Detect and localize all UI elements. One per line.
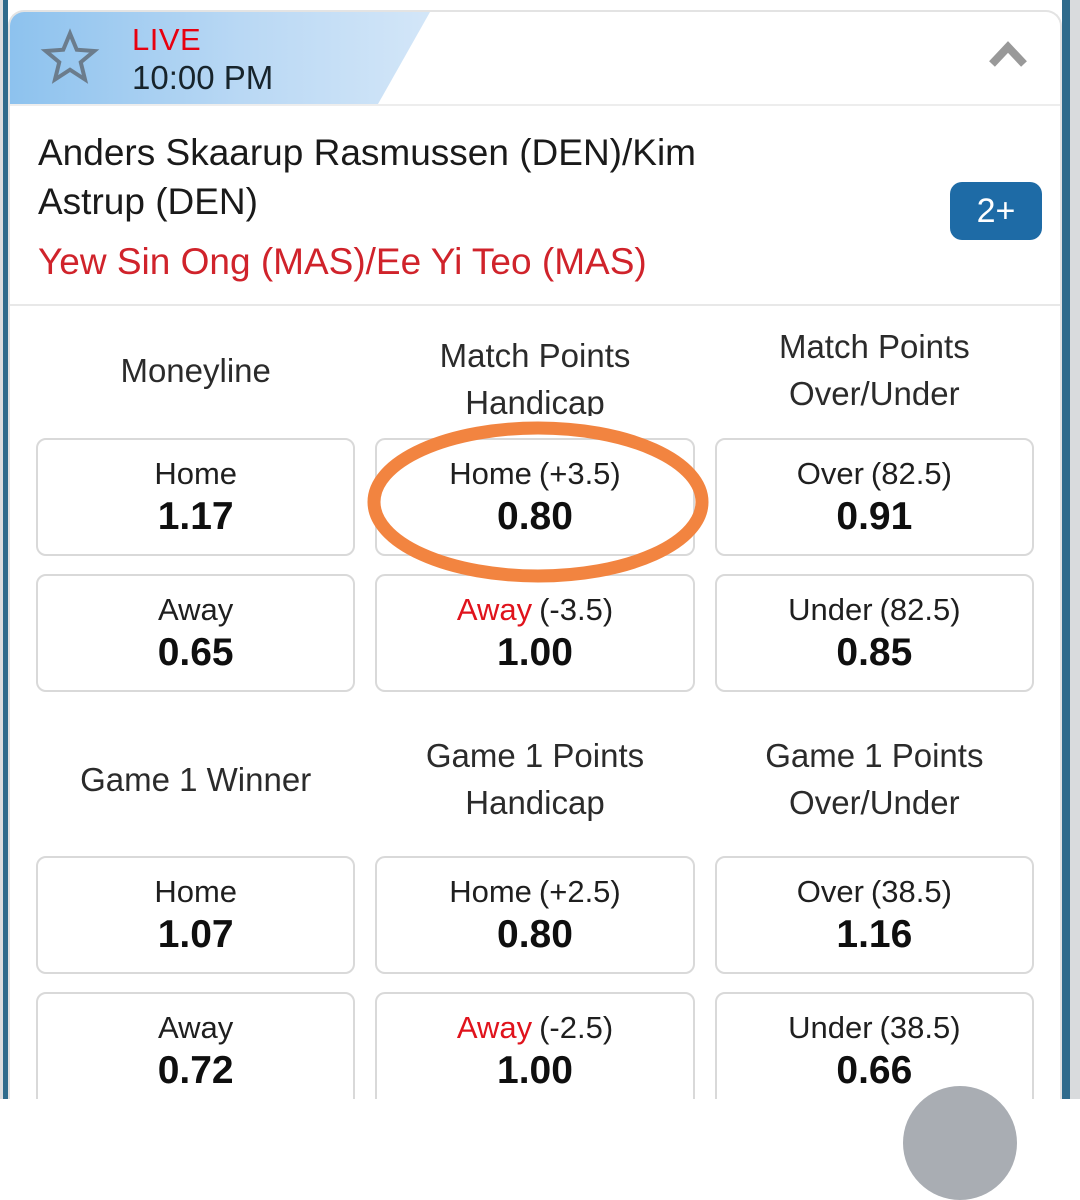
odds-cell-game1-handicap-home[interactable]: Home (+2.5) 0.80	[375, 856, 695, 974]
selection-label: Home	[154, 874, 238, 909]
match-header-bar: LIVE 10:00 PM	[10, 12, 1060, 106]
odds-cell-handicap-home[interactable]: Home (+3.5) 0.80	[375, 438, 695, 556]
odds-cell-game1-home[interactable]: Home 1.07	[36, 856, 356, 974]
odds-row: Away 0.72 Away (-2.5) 1.00 Under (38.5) 0.…	[36, 992, 1034, 1099]
odds-row: Home 1.17 Home (+3.5) 0.80 Over (82.5) 0.9…	[36, 438, 1034, 556]
market-title-game1-winner: Game 1 Winner	[80, 760, 312, 798]
odds-value: 0.91	[836, 495, 913, 538]
odds-value: 1.00	[497, 631, 573, 674]
odds-value: 0.80	[497, 495, 573, 538]
odds-value: 0.80	[497, 913, 573, 956]
selection-label: Under (38.5)	[788, 1010, 961, 1045]
odds-value: 1.00	[497, 1049, 573, 1092]
odds-value: 1.17	[157, 495, 234, 538]
away-team-name: Yew Sin Ong (MAS)/Ee Yi Teo (MAS)	[38, 241, 647, 282]
market-group-1-headers: Moneyline Match Points Handicap Match Po…	[36, 314, 1034, 426]
selection-label: Away	[158, 592, 234, 627]
page-edge-right	[1070, 0, 1080, 1099]
odds-row: Home 1.07 Home (+2.5) 0.80 Over (38.5) 1.1…	[36, 856, 1034, 974]
odds-value: 0.66	[836, 1049, 913, 1092]
odds-value: 0.65	[157, 631, 234, 674]
market-group-2-headers: Game 1 Winner Game 1 Points Handicap Gam…	[36, 710, 1034, 848]
left-border-bar	[3, 0, 8, 1099]
odds-cell-game1-handicap-away[interactable]: Away (-2.5) 1.00	[375, 992, 695, 1099]
selection-label: Over (82.5)	[796, 456, 952, 491]
odds-row: Away 0.65 Away (-3.5) 1.00 Under (82.5) 0.…	[36, 574, 1034, 692]
odds-cell-under[interactable]: Under (82.5) 0.85	[714, 574, 1034, 692]
page-edge-left	[0, 0, 3, 1099]
markets-section: Moneyline Match Points Handicap Match Po…	[10, 314, 1060, 1099]
market-title-moneyline: Moneyline	[120, 351, 271, 389]
selection-label: Home (+3.5)	[449, 456, 621, 491]
market-title-match-points-over-under: Match Points Over/Under	[778, 328, 970, 412]
match-card: LIVE 10:00 PM Anders Skaarup Rasmussen (…	[8, 10, 1062, 1099]
odds-value: 1.16	[836, 913, 913, 956]
odds-cell-handicap-away[interactable]: Away (-3.5) 1.00	[375, 574, 695, 692]
odds-cell-game1-under[interactable]: Under (38.5) 0.66	[714, 992, 1034, 1099]
selection-label: Away	[158, 1010, 234, 1045]
favorite-star-icon[interactable]	[40, 28, 100, 88]
market-title-game1-points-handicap: Game 1 Points Handicap	[425, 737, 645, 821]
teams-section: Anders Skaarup Rasmussen (DEN)/Kim Astru…	[10, 106, 1060, 284]
odds-value: 1.07	[157, 913, 234, 956]
odds-cell-moneyline-home[interactable]: Home 1.17	[36, 438, 356, 556]
odds-cell-game1-away[interactable]: Away 0.72	[36, 992, 356, 1099]
market-title-match-points-handicap: Match Points Handicap	[439, 337, 631, 416]
chevron-up-icon[interactable]	[986, 38, 1030, 72]
scroll-top-button[interactable]	[903, 1086, 1017, 1200]
selection-label: Away (-3.5)	[456, 592, 614, 627]
odds-cell-over[interactable]: Over (82.5) 0.91	[714, 438, 1034, 556]
odds-value: 0.72	[157, 1049, 234, 1092]
home-team-name: Anders Skaarup Rasmussen (DEN)/Kim Astru…	[38, 132, 696, 222]
selection-label: Home (+2.5)	[449, 874, 621, 909]
selection-label: Home	[154, 456, 238, 491]
right-border-bar	[1062, 0, 1070, 1099]
odds-cell-game1-over[interactable]: Over (38.5) 1.16	[714, 856, 1034, 974]
live-badge: LIVE	[132, 22, 202, 57]
event-status-block: LIVE 10:00 PM	[132, 21, 273, 97]
selection-label: Under (82.5)	[788, 592, 961, 627]
odds-value: 0.85	[836, 631, 913, 674]
selection-label: Away (-2.5)	[456, 1010, 614, 1045]
market-title-game1-points-over-under: Game 1 Points Over/Under	[765, 737, 984, 821]
header-blue-band	[10, 12, 430, 104]
event-time: 10:00 PM	[132, 59, 274, 96]
selection-label: Over (38.5)	[796, 874, 952, 909]
odds-cell-moneyline-away[interactable]: Away 0.65	[36, 574, 356, 692]
more-markets-badge[interactable]: 2+	[950, 182, 1042, 240]
section-divider	[10, 304, 1060, 306]
